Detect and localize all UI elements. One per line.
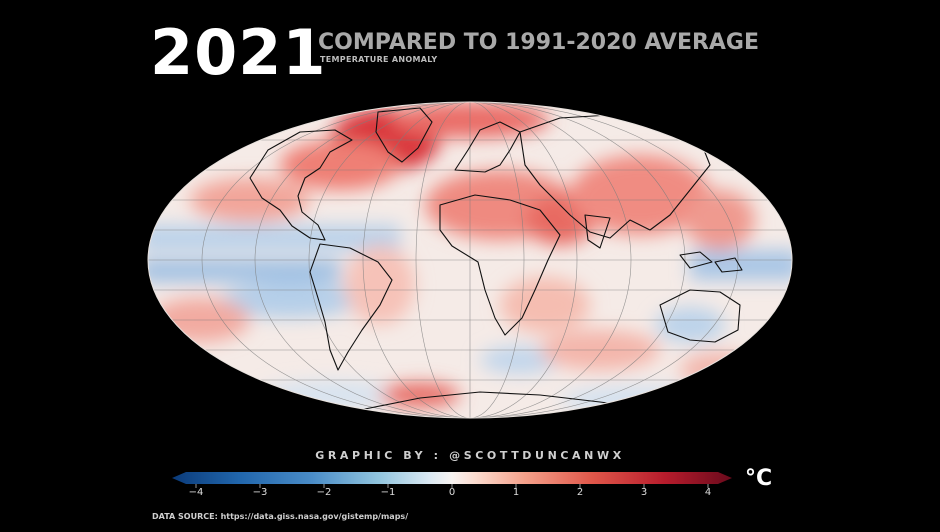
graticule bbox=[148, 102, 792, 418]
colorbar-tick-label: 3 bbox=[640, 487, 648, 498]
unit-label: °C bbox=[745, 466, 773, 491]
colorbar-tick-label: 2 bbox=[576, 487, 584, 498]
colorbar-tick-label: −4 bbox=[188, 487, 204, 498]
graphic-credit: GRAPHIC BY : @SCOTTDUNCANWX bbox=[315, 449, 625, 462]
colorbar bbox=[172, 472, 732, 488]
colorbar-tick-label: 4 bbox=[704, 487, 712, 498]
colorbar-tick-label: 0 bbox=[448, 487, 456, 498]
colorbar-tick-label: −1 bbox=[380, 487, 396, 498]
colorbar-tick-label: 1 bbox=[512, 487, 520, 498]
year-title: 2021 bbox=[150, 16, 327, 89]
anomaly-field bbox=[148, 102, 792, 418]
data-source: DATA SOURCE: https://data.giss.nasa.gov/… bbox=[152, 512, 409, 521]
colorbar-tick-label: −3 bbox=[252, 487, 268, 498]
headline: COMPARED TO 1991-2020 AVERAGE bbox=[318, 30, 760, 55]
subtitle: TEMPERATURE ANOMALY bbox=[320, 55, 438, 64]
colorbar-tick-label: −2 bbox=[316, 487, 332, 498]
